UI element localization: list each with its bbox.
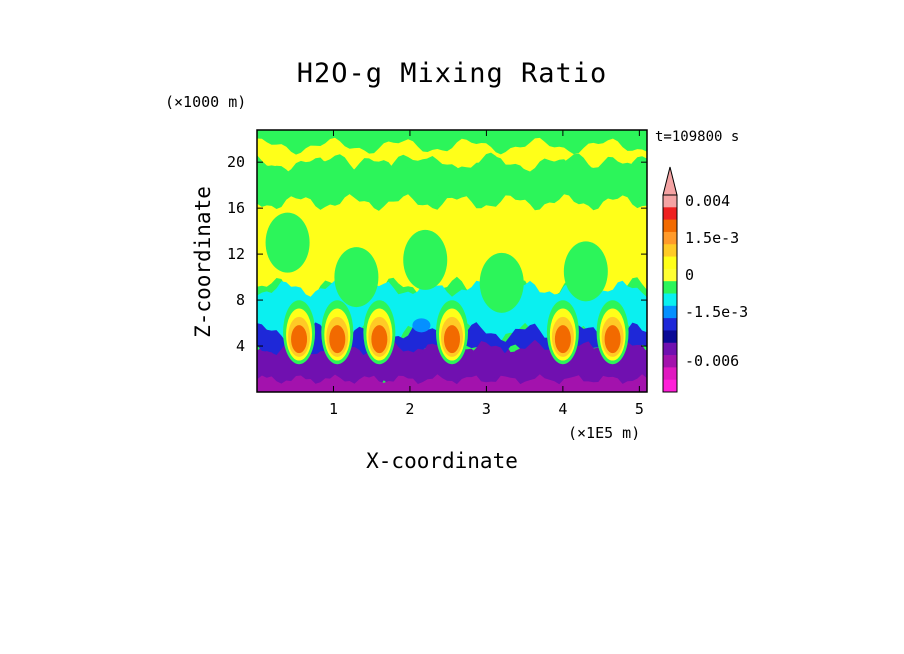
green-intrusion-2 xyxy=(403,229,448,290)
y-tick-label-8: 8 xyxy=(236,291,245,309)
green-intrusion-1 xyxy=(334,247,379,308)
blue-blob xyxy=(412,318,431,333)
x-tick-label-1: 1 xyxy=(329,400,338,418)
colorbar-label-3: -1.5e-3 xyxy=(685,303,748,321)
colorbar-level-14 xyxy=(663,367,677,381)
colorbar-level-15 xyxy=(663,379,677,393)
y-tick-label-4: 4 xyxy=(236,337,245,355)
colorbar-level-10 xyxy=(663,318,677,331)
colorbar-level-7 xyxy=(663,281,677,294)
plume-5 xyxy=(596,300,629,365)
colorbar-level-13 xyxy=(663,355,677,368)
plume-0 xyxy=(283,300,316,365)
green-intrusion-0 xyxy=(265,212,310,273)
colorbar-label-2: 0 xyxy=(685,266,694,284)
colorbar: 0.004 1.5e-3 0 -1.5e-3 -0.006 xyxy=(662,166,748,393)
y-tick-label-12: 12 xyxy=(227,245,245,263)
colorbar-label-4: -0.006 xyxy=(685,352,739,370)
colorbar-label-0: 0.004 xyxy=(685,192,730,210)
colorbar-level-0 xyxy=(663,195,677,208)
colorbar-level-12 xyxy=(663,342,677,356)
green-intrusion-4 xyxy=(563,241,608,302)
x-tick-label-2: 2 xyxy=(405,400,414,418)
y-tick-label-16: 16 xyxy=(227,199,245,217)
green-intrusion-3 xyxy=(479,252,524,313)
y-tick-label-20: 20 xyxy=(227,153,245,171)
band-1 xyxy=(257,137,647,177)
chart-title: H2O-g Mixing Ratio xyxy=(296,58,608,89)
contour-field xyxy=(257,130,647,392)
colorbar-label-1: 1.5e-3 xyxy=(685,229,739,247)
x-axis-label: X-coordinate xyxy=(366,449,518,473)
y-ticks: 4 8 12 16 20 xyxy=(227,153,647,355)
x-ticks: 1 2 3 4 5 xyxy=(329,130,644,418)
colorbar-level-6 xyxy=(663,268,677,282)
colorbar-level-8 xyxy=(663,293,677,307)
plume-1 xyxy=(321,300,354,365)
colorbar-level-5 xyxy=(663,256,677,270)
plume-3 xyxy=(436,300,468,365)
magenta-bottom xyxy=(257,374,647,392)
x-tick-label-3: 3 xyxy=(482,400,491,418)
time-label: t=109800 s xyxy=(655,129,740,145)
plot-frame xyxy=(256,129,648,393)
plume-2 xyxy=(363,300,396,365)
colorbar-level-11 xyxy=(663,330,677,344)
colorbar-level-1 xyxy=(663,207,677,221)
x-tick-label-5: 5 xyxy=(635,400,644,418)
x-tick-label-4: 4 xyxy=(558,400,567,418)
colorbar-level-9 xyxy=(663,305,677,319)
y-unit-label: (×1000 m) xyxy=(165,93,247,111)
x-unit-label: (×1E5 m) xyxy=(568,424,641,442)
colorbar-arrow xyxy=(662,166,678,196)
plume-4 xyxy=(546,300,579,365)
colorbar-level-4 xyxy=(663,244,677,258)
colorbar-frame xyxy=(662,194,678,393)
colorbar-level-2 xyxy=(663,219,677,233)
colorbar-level-3 xyxy=(663,231,677,245)
